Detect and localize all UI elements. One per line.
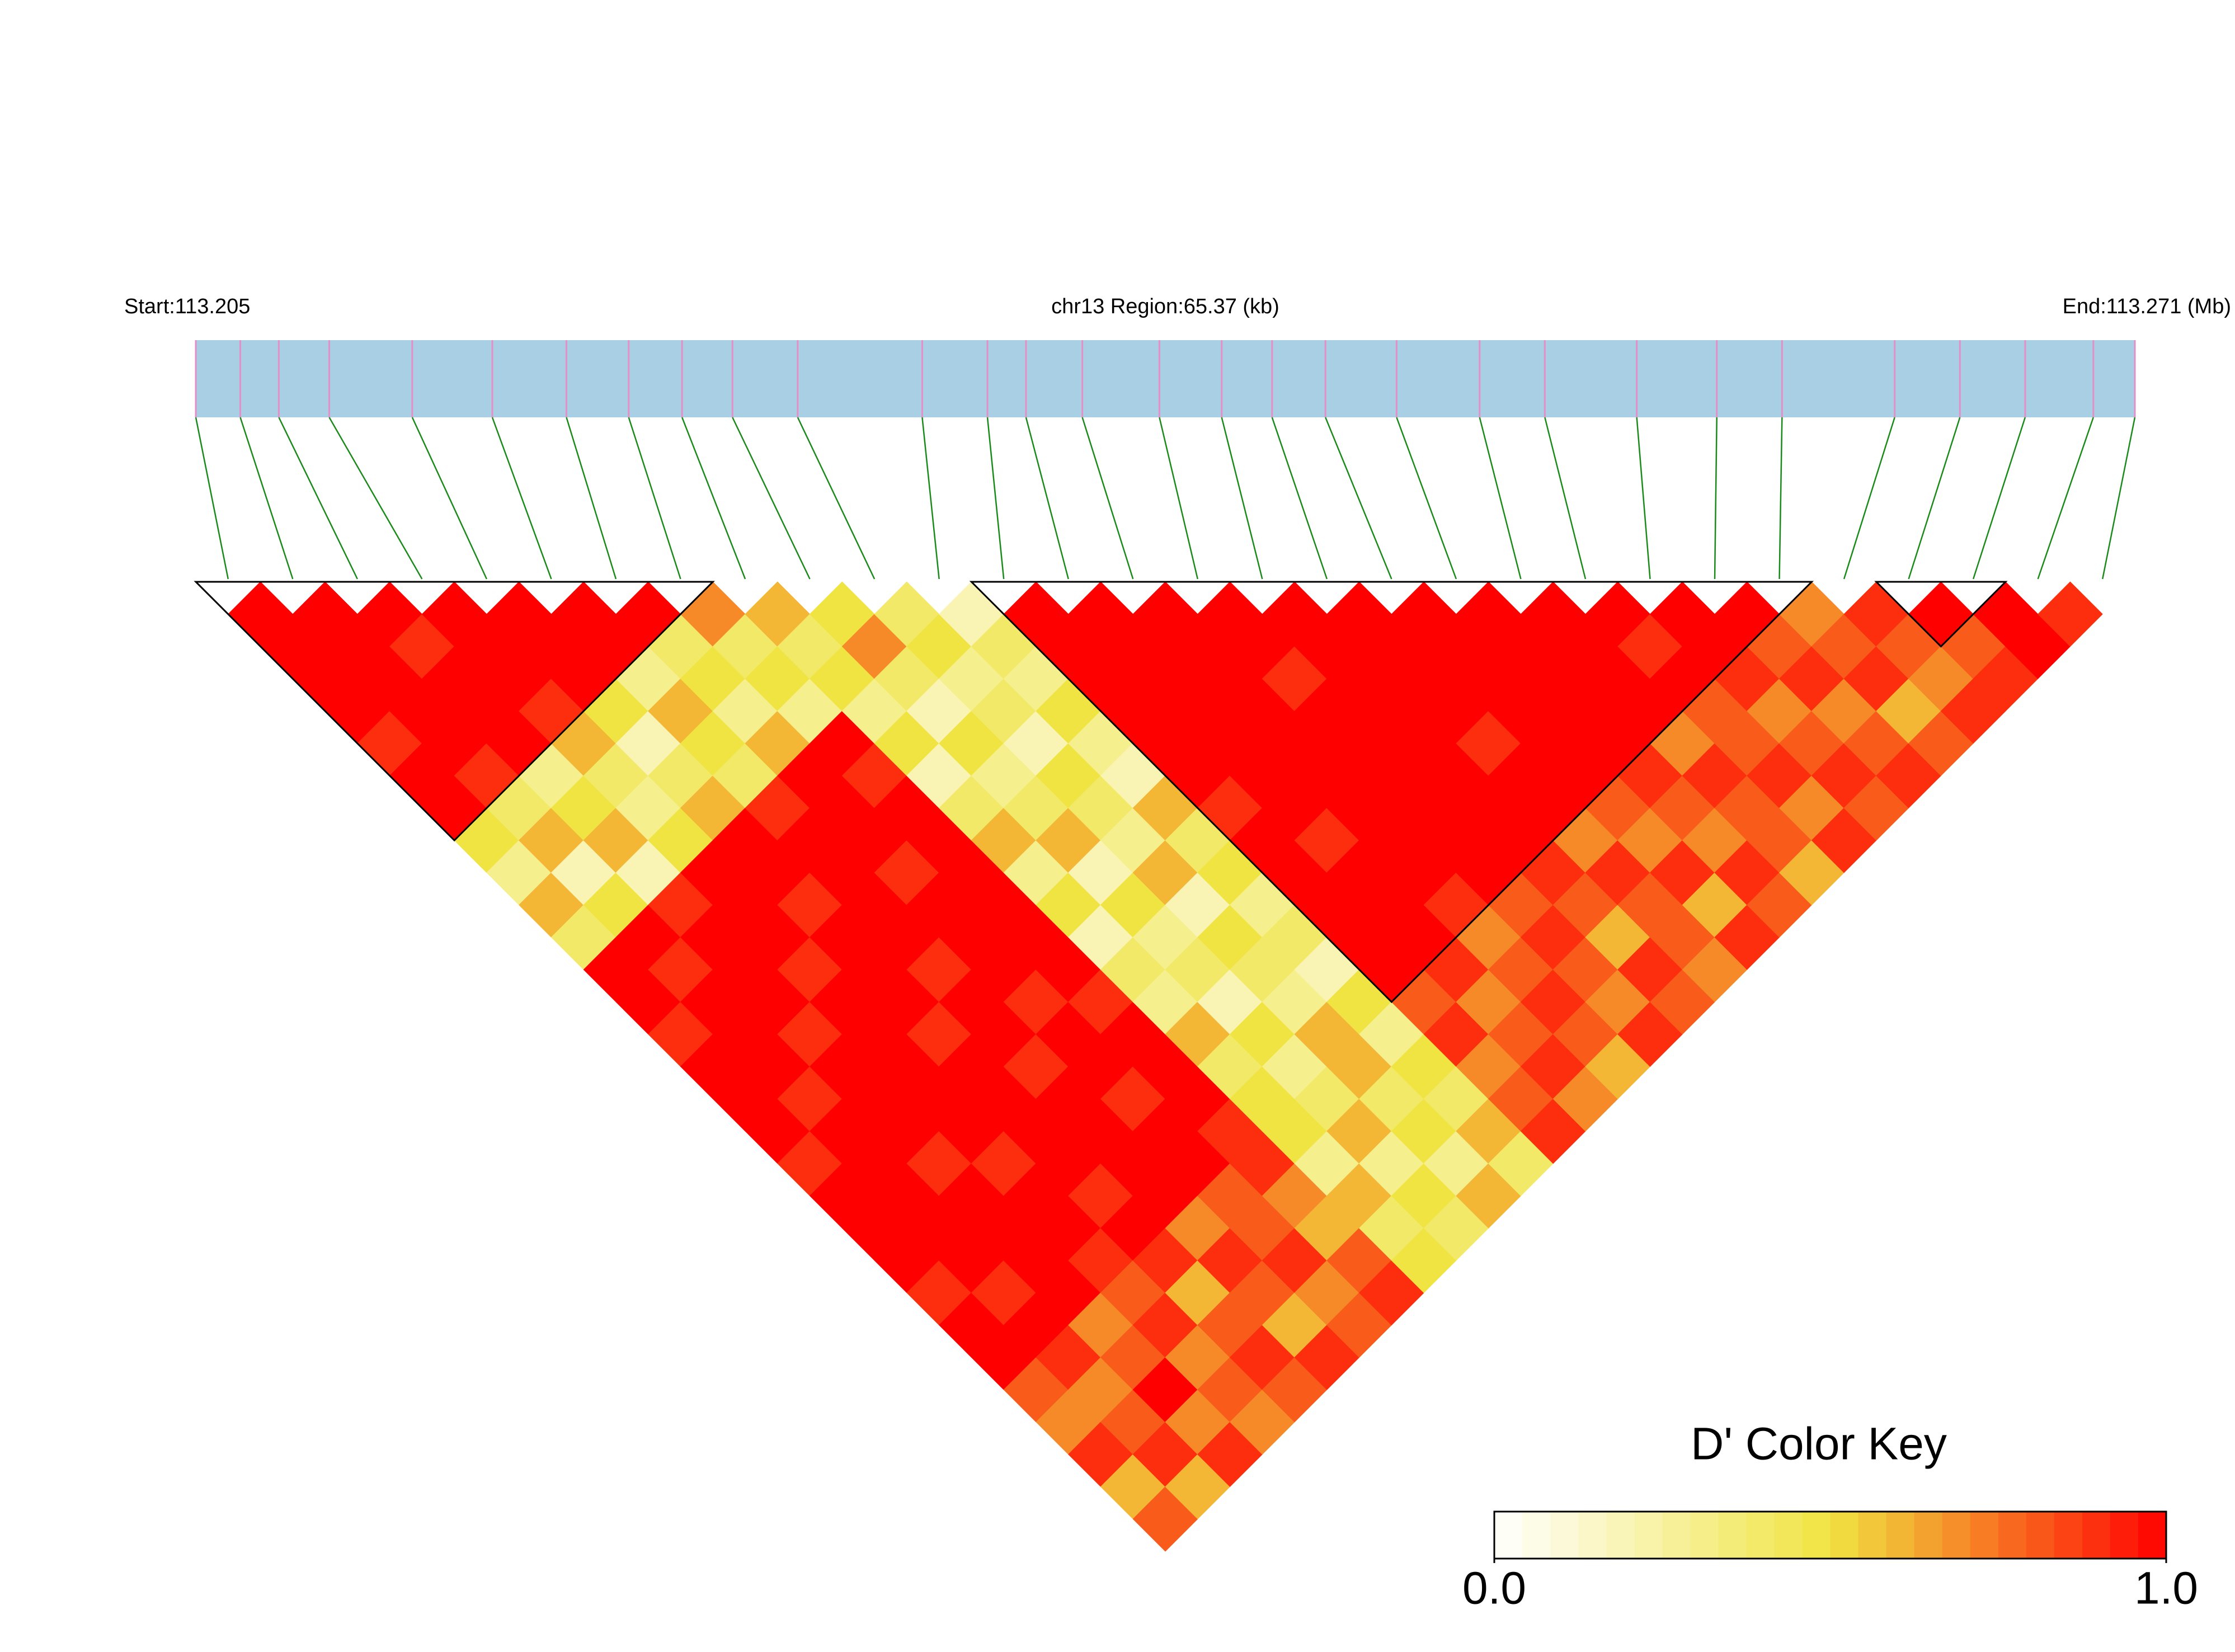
ld-cell: [2038, 581, 2103, 647]
colorbar-step: [1802, 1512, 1831, 1559]
colorbar-step: [1830, 1512, 1859, 1559]
snp-connector: [1843, 417, 1895, 580]
snp-connector: [732, 417, 811, 580]
colorbar-step: [1774, 1512, 1803, 1559]
colorbar-step: [1550, 1512, 1579, 1559]
snp-bar: [196, 340, 2135, 417]
snp-connector: [1636, 417, 1651, 580]
colorbar-step: [1886, 1512, 1915, 1559]
colorbar-step: [1690, 1512, 1719, 1559]
colorbar-step: [1522, 1512, 1551, 1559]
colorbar-frame: [1493, 1510, 2167, 1560]
snp-connector: [1479, 417, 1522, 580]
colorbar-step: [1970, 1512, 1999, 1559]
colorbar-step: [2138, 1512, 2167, 1559]
snp-connector: [195, 417, 229, 580]
snp-connector: [2102, 417, 2136, 580]
snp-connector: [681, 417, 746, 580]
snp-connector: [1396, 417, 1457, 580]
colorbar-step: [1718, 1512, 1747, 1559]
snp-connector: [411, 417, 488, 580]
snp-connector: [491, 417, 552, 580]
colorbar-step: [1746, 1512, 1775, 1559]
ld-block: [1874, 581, 2008, 648]
colorbar-step: [1942, 1512, 1971, 1559]
colorbar-tick-label: 0.0: [1462, 1563, 1526, 1614]
snp-connector: [797, 417, 876, 580]
colorbar-step: [1914, 1512, 1943, 1559]
snp-connector: [566, 417, 617, 580]
snp-connector: [1972, 417, 2026, 580]
snp-connector: [1025, 417, 1069, 580]
colorbar-step: [1662, 1512, 1691, 1559]
colorbar-step: [1998, 1512, 2027, 1559]
snp-connector: [628, 417, 681, 580]
colorbar-step: [2054, 1512, 2083, 1559]
snp-connector: [1271, 417, 1328, 580]
snp-connector: [1325, 417, 1392, 580]
snp-connector: [1081, 417, 1134, 580]
end-label: End:113.271 (Mb): [2063, 295, 2231, 318]
chart-title: chr13 Region:65.37 (kb): [1051, 295, 1279, 318]
snp-connector: [1714, 417, 1718, 580]
snp-connector: [1221, 417, 1263, 580]
colorbar-step: [1578, 1512, 1607, 1559]
snp-connector: [1159, 417, 1198, 580]
colorbar-step: [1606, 1512, 1635, 1559]
snp-connector: [1544, 417, 1587, 580]
colorbar-step: [2110, 1512, 2139, 1559]
snp-connector: [328, 417, 423, 580]
colorbar-step: [1858, 1512, 1887, 1559]
snp-connector: [1778, 417, 1783, 580]
snp-connector: [921, 417, 940, 580]
colorbar-step: [1634, 1512, 1663, 1559]
colorbar-title: D' Color Key: [1691, 1419, 1947, 1470]
ld-block: [969, 581, 1814, 1004]
ld-block: [194, 581, 715, 842]
colorbar-tick-label: 1.0: [2134, 1563, 2198, 1614]
snp-connector: [2037, 417, 2094, 580]
snp-connector: [239, 417, 294, 580]
colorbar-step: [1494, 1512, 1523, 1559]
start-label: Start:113.205: [124, 295, 250, 318]
snp-connector: [278, 417, 358, 580]
snp-connector: [986, 417, 1005, 580]
colorbar-step: [2026, 1512, 2055, 1559]
snp-connector: [1908, 417, 1961, 580]
colorbar-step: [2082, 1512, 2111, 1559]
